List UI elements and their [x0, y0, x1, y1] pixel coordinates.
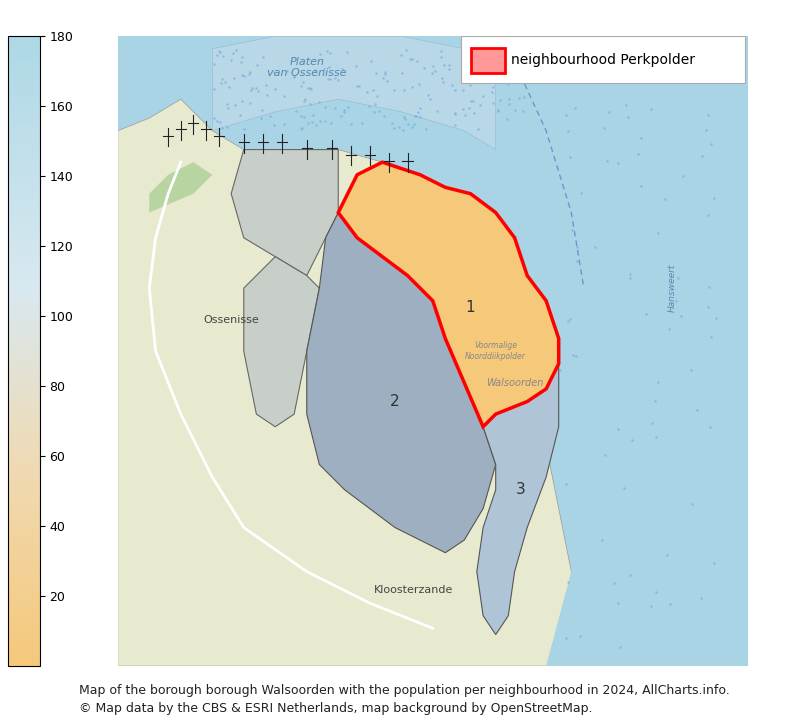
Text: Hansweert: Hansweert [668, 264, 676, 312]
Text: 3: 3 [516, 482, 526, 497]
Text: Voormalige
Noorddiikpolder: Voormalige Noorddiikpolder [465, 342, 526, 361]
Text: 1: 1 [466, 300, 476, 314]
Polygon shape [231, 150, 338, 276]
Text: Walsoorden: Walsoorden [486, 378, 543, 387]
Polygon shape [338, 162, 559, 426]
FancyBboxPatch shape [461, 36, 745, 83]
Polygon shape [546, 36, 748, 666]
Polygon shape [244, 256, 319, 426]
Polygon shape [477, 363, 559, 634]
Bar [471, 48, 505, 72]
Polygon shape [212, 36, 495, 150]
Text: Kloosterzande: Kloosterzande [374, 586, 453, 596]
Polygon shape [306, 213, 495, 552]
Text: © Map data by the CBS & ESRI Netherlands, map background by OpenStreetMap.: © Map data by the CBS & ESRI Netherlands… [79, 702, 593, 715]
Text: Map of the borough borough Walsoorden with the population per neighbourhood in 2: Map of the borough borough Walsoorden wi… [79, 684, 730, 697]
Text: 2: 2 [390, 394, 399, 409]
FancyBboxPatch shape [118, 36, 748, 666]
Polygon shape [149, 162, 212, 213]
Polygon shape [118, 99, 572, 666]
Text: Ossenisse: Ossenisse [203, 315, 259, 324]
Text: neighbourhood Perkpolder: neighbourhood Perkpolder [511, 53, 696, 67]
Text: Platen
van Ossenisse: Platen van Ossenisse [267, 57, 346, 78]
